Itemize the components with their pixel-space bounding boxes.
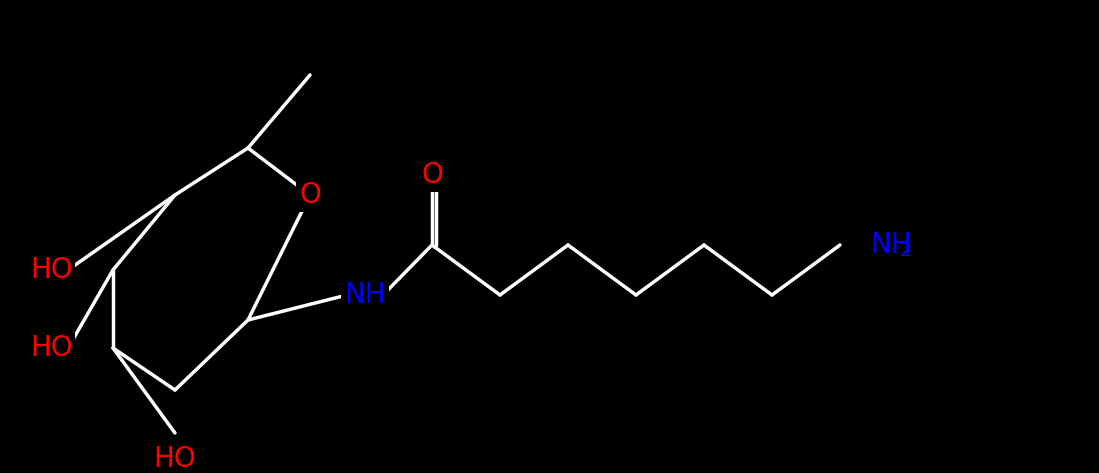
Text: HO: HO xyxy=(30,334,73,362)
Text: HO: HO xyxy=(154,445,197,473)
Text: O: O xyxy=(421,161,443,189)
Text: HO: HO xyxy=(30,256,73,284)
Text: O: O xyxy=(299,181,321,209)
Text: 2: 2 xyxy=(900,242,912,261)
Text: NH: NH xyxy=(870,231,912,259)
Text: NH: NH xyxy=(344,281,386,309)
